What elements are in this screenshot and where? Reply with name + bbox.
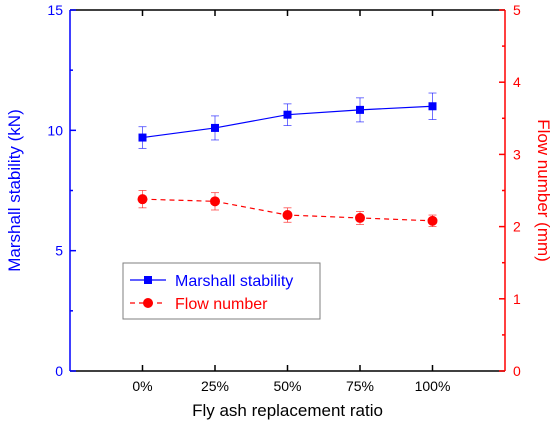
marker-flow-number (282, 210, 293, 221)
left-y-tick-label: 10 (47, 122, 63, 138)
right-y-tick-label: 4 (513, 74, 521, 90)
marker-marshall-stability (138, 133, 147, 142)
left-y-tick-label: 0 (55, 363, 63, 379)
legend: Marshall stability Flow number (122, 262, 321, 320)
marker-flow-number (137, 194, 148, 205)
marker-flow-number (355, 212, 365, 223)
right-y-tick-label: 5 (513, 2, 521, 18)
x-axis-title: Fly ash replacement ratio (192, 401, 383, 420)
marker-flow-number (210, 196, 220, 207)
marker-marshall-stability (428, 102, 437, 111)
legend-label-flow-number: Flow number (175, 296, 268, 313)
right-y-tick-label: 0 (513, 363, 521, 379)
left-y-tick-label: 5 (55, 243, 63, 259)
legend-marker-circle (143, 298, 153, 308)
legend-box (122, 262, 321, 320)
marker-marshall-stability (356, 105, 364, 114)
x-tick-label: 0% (132, 378, 152, 394)
marker-marshall-stability (283, 110, 292, 119)
x-tick-label: 75% (346, 378, 374, 394)
right-y-tick-label: 2 (513, 219, 521, 235)
x-tick-label: 50% (273, 378, 301, 394)
marker-marshall-stability (211, 123, 219, 132)
marker-flow-number (427, 215, 438, 226)
left-y-axis-title: Marshall stability (kN) (5, 109, 24, 271)
right-y-tick-label: 1 (513, 291, 521, 307)
x-tick-label: 100% (415, 378, 451, 394)
legend-marker-square (144, 276, 152, 284)
right-y-tick-label: 3 (513, 146, 521, 162)
right-y-axis-title: Flow number (mm) (534, 119, 550, 262)
left-y-tick-label: 15 (47, 2, 63, 18)
legend-label-marshall-stability: Marshall stability (175, 273, 293, 290)
x-tick-label: 25% (201, 378, 229, 394)
